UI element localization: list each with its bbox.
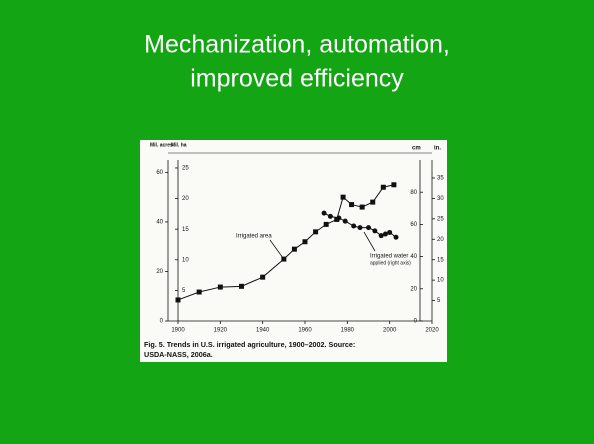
point <box>313 229 319 235</box>
point <box>175 297 181 303</box>
x-tick-label: 1940 <box>256 328 270 334</box>
x-tick-label: 2000 <box>383 328 397 334</box>
annotation: Irrigated area <box>236 234 272 240</box>
y-tick-label: 25 <box>182 166 189 172</box>
caption: USDA-NASS, 2006a. <box>144 350 213 359</box>
point <box>366 225 371 231</box>
pointer <box>363 231 376 252</box>
point <box>323 221 329 227</box>
y2-tick-label: 80 <box>410 190 417 196</box>
y-tick-label: 10 <box>182 257 189 263</box>
axis-label: Mil. acres <box>150 142 173 148</box>
x-tick-label: 1980 <box>341 328 355 334</box>
y2-tick-label: 15 <box>437 257 444 263</box>
point <box>334 216 340 222</box>
y-tick-label: 20 <box>182 196 189 202</box>
axis-label: Mil. ha <box>171 142 187 148</box>
y2-tick-label: 35 <box>437 176 444 182</box>
y-tick-label: 0 <box>160 319 164 325</box>
point <box>372 228 378 234</box>
point <box>351 223 357 229</box>
point <box>378 233 384 239</box>
y2-tick-label: 30 <box>437 196 444 202</box>
point <box>291 246 297 252</box>
point <box>327 213 333 219</box>
point <box>196 289 202 295</box>
annotation: applied (right axis) <box>370 260 411 266</box>
slide-title: improved efficiency <box>190 65 404 93</box>
axis-label: cm <box>412 146 421 152</box>
point <box>380 184 386 190</box>
y-tick-label: 60 <box>156 170 163 176</box>
x-tick-label: 1960 <box>298 328 312 334</box>
point <box>239 283 244 289</box>
point <box>393 234 399 240</box>
x-tick-label: 1900 <box>171 328 185 334</box>
caption: Fig. 5. Trends in U.S. irrigated agricul… <box>144 340 355 349</box>
y2-tick-label: 40 <box>410 254 417 260</box>
slide-title: Mechanization, automation, <box>144 31 450 59</box>
point <box>387 229 393 235</box>
point <box>217 284 223 290</box>
x-tick-label: 2020 <box>425 328 439 334</box>
y2-tick-label: 60 <box>410 222 417 228</box>
y-tick-label: 20 <box>156 269 163 275</box>
y-tick-label: 40 <box>156 220 163 226</box>
y2-tick-label: 20 <box>437 237 444 243</box>
axis-label: in. <box>434 146 441 152</box>
point <box>349 202 355 208</box>
pointer <box>269 239 284 259</box>
y2-tick-label: 25 <box>437 216 444 222</box>
annotation: Irrigated water <box>370 254 408 260</box>
x-tick-label: 1920 <box>214 328 228 334</box>
y-tick-label: 5 <box>182 288 186 294</box>
point <box>321 210 327 216</box>
point <box>302 239 308 245</box>
point <box>370 199 376 205</box>
point <box>260 274 266 280</box>
point <box>391 182 397 188</box>
y-tick-label: 15 <box>182 227 189 233</box>
point <box>382 231 388 237</box>
y2-tick-label: 10 <box>437 278 444 284</box>
y2-tick-label: 0 <box>414 319 418 325</box>
point <box>357 225 363 231</box>
point <box>342 218 348 224</box>
point <box>340 194 346 200</box>
point <box>359 204 365 210</box>
y2-tick-label: 5 <box>437 298 441 304</box>
y2-tick-label: 20 <box>410 286 417 292</box>
point <box>336 215 342 221</box>
point <box>281 256 287 262</box>
